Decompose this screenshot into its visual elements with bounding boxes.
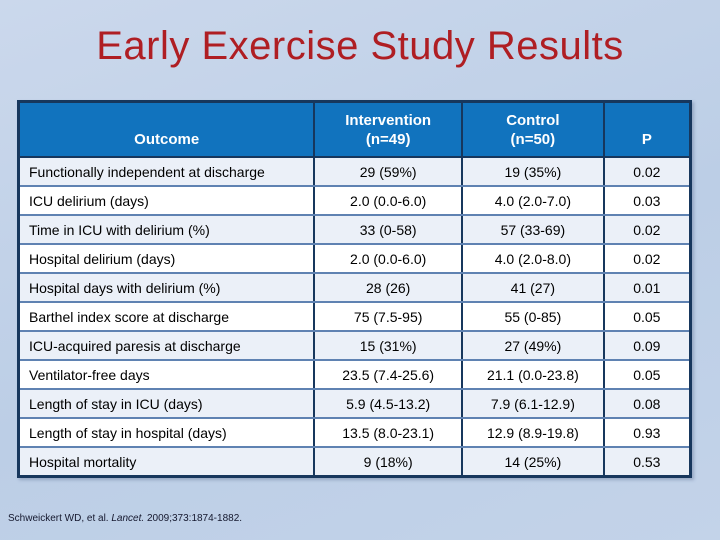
intervention-cell: 9 (18%) <box>313 448 461 475</box>
intervention-cell: 23.5 (7.4-25.6) <box>313 361 461 388</box>
control-cell: 27 (49%) <box>460 332 603 359</box>
control-cell: 41 (27) <box>460 274 603 301</box>
outcome-cell: Functionally independent at discharge <box>29 163 265 180</box>
table-row: Ventilator-free days 23.5 (7.4-25.6) 21.… <box>20 359 689 388</box>
p-value-cell: 0.03 <box>602 187 689 214</box>
outcome-cell: Barthel index score at discharge <box>29 308 229 325</box>
p-value-cell: 0.05 <box>602 303 689 330</box>
intervention-cell: 5.9 (4.5-13.2) <box>313 390 461 417</box>
p-value-cell: 0.01 <box>602 274 689 301</box>
page-title: Early Exercise Study Results <box>96 24 624 68</box>
p-value-cell: 0.02 <box>602 216 689 243</box>
header-control: Control (n=50) <box>460 103 603 156</box>
header-p: P <box>602 103 689 156</box>
intervention-cell: 2.0 (0.0-6.0) <box>313 245 461 272</box>
outcome-cell: ICU-acquired paresis at discharge <box>29 337 241 354</box>
p-value-cell: 0.05 <box>602 361 689 388</box>
header-outcome: Outcome <box>134 131 200 148</box>
p-value-cell: 0.93 <box>602 419 689 446</box>
outcome-cell: Time in ICU with delirium (%) <box>29 221 210 238</box>
table-row: Hospital mortality 9 (18%) 14 (25%) 0.53 <box>20 446 689 475</box>
header-intervention-line1: Intervention <box>345 112 432 129</box>
table-row: Hospital days with delirium (%) 28 (26) … <box>20 272 689 301</box>
table-row: Functionally independent at discharge 29… <box>20 158 689 185</box>
citation-authors: Schweickert WD, et al. <box>8 513 112 524</box>
table-row: Length of stay in hospital (days) 13.5 (… <box>20 417 689 446</box>
control-cell: 21.1 (0.0-23.8) <box>460 361 603 388</box>
citation-footnote: Schweickert WD, et al. Lancet. 2009;373:… <box>8 513 242 524</box>
intervention-cell: 29 (59%) <box>313 158 461 185</box>
citation-journal: Lancet. <box>111 513 145 524</box>
outcome-cell: Hospital mortality <box>29 453 137 470</box>
outcome-cell: Hospital days with delirium (%) <box>29 279 221 296</box>
control-cell: 55 (0-85) <box>460 303 603 330</box>
intervention-cell: 15 (31%) <box>313 332 461 359</box>
control-cell: 12.9 (8.9-19.8) <box>460 419 603 446</box>
citation-details: 2009;373:1874-1882. <box>144 513 243 524</box>
header-intervention: Intervention (n=49) <box>313 103 461 156</box>
intervention-cell: 33 (0-58) <box>313 216 461 243</box>
control-cell: 4.0 (2.0-7.0) <box>460 187 603 214</box>
table-row: Time in ICU with delirium (%) 33 (0-58) … <box>20 214 689 243</box>
results-table: Outcome Intervention (n=49) Control (n=5… <box>17 100 692 478</box>
intervention-cell: 28 (26) <box>313 274 461 301</box>
outcome-cell: ICU delirium (days) <box>29 192 149 209</box>
p-value-cell: 0.08 <box>602 390 689 417</box>
table-row: ICU delirium (days) 2.0 (0.0-6.0) 4.0 (2… <box>20 185 689 214</box>
p-value-cell: 0.53 <box>602 448 689 475</box>
header-intervention-line2: (n=49) <box>365 131 411 148</box>
table-row: ICU-acquired paresis at discharge 15 (31… <box>20 330 689 359</box>
p-value-cell: 0.02 <box>602 158 689 185</box>
control-cell: 7.9 (6.1-12.9) <box>460 390 603 417</box>
table-row: Length of stay in ICU (days) 5.9 (4.5-13… <box>20 388 689 417</box>
header-control-line1: Control <box>506 112 560 129</box>
table-row: Hospital delirium (days) 2.0 (0.0-6.0) 4… <box>20 243 689 272</box>
table-header-row: Outcome Intervention (n=49) Control (n=5… <box>20 103 689 158</box>
outcome-cell: Hospital delirium (days) <box>29 250 176 267</box>
outcome-cell: Length of stay in ICU (days) <box>29 395 203 412</box>
intervention-cell: 13.5 (8.0-23.1) <box>313 419 461 446</box>
control-cell: 4.0 (2.0-8.0) <box>460 245 603 272</box>
p-value-cell: 0.02 <box>602 245 689 272</box>
outcome-cell: Ventilator-free days <box>29 366 150 383</box>
control-cell: 14 (25%) <box>460 448 603 475</box>
control-cell: 19 (35%) <box>460 158 603 185</box>
p-value-cell: 0.09 <box>602 332 689 359</box>
table-row: Barthel index score at discharge 75 (7.5… <box>20 301 689 330</box>
outcome-cell: Length of stay in hospital (days) <box>29 424 227 441</box>
header-control-line2: (n=50) <box>510 131 556 148</box>
intervention-cell: 75 (7.5-95) <box>313 303 461 330</box>
intervention-cell: 2.0 (0.0-6.0) <box>313 187 461 214</box>
control-cell: 57 (33-69) <box>460 216 603 243</box>
